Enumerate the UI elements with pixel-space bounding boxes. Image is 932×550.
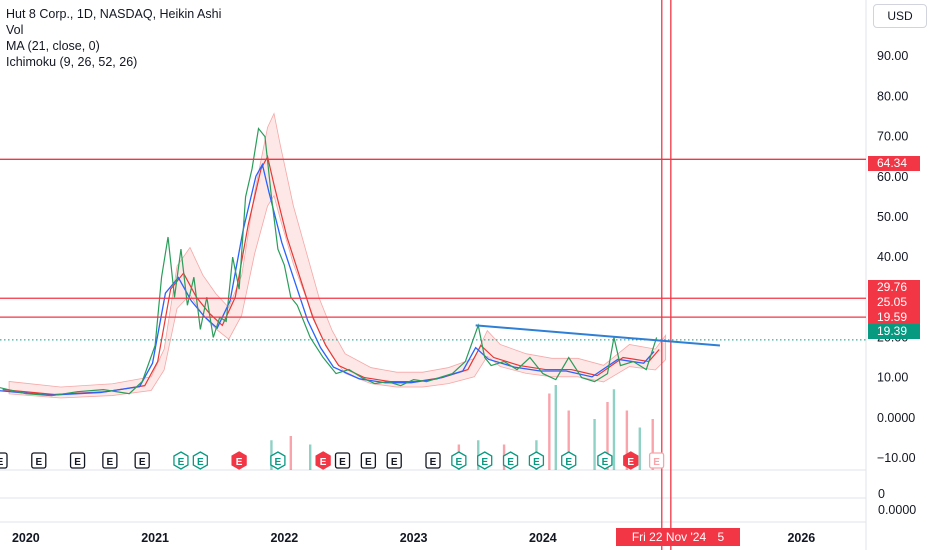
earnings-badge-label: E — [602, 457, 609, 468]
earnings-badge — [477, 451, 493, 470]
earnings-badge — [69, 452, 86, 469]
volume-tick-label: 0.0000 — [878, 503, 916, 517]
earnings-badge-label: E — [320, 457, 327, 468]
earnings-badge — [270, 451, 286, 470]
earnings-badge — [173, 451, 189, 470]
level-tag-64: 64.34 — [868, 156, 920, 171]
chart-legend: Hut 8 Corp., 1D, NASDAQ, Heikin Ashi Vol… — [6, 6, 221, 70]
price-series-line — [0, 127, 658, 397]
earnings-badge — [648, 452, 665, 469]
earnings-badge-label: E — [107, 457, 114, 468]
earnings-badge — [451, 451, 467, 470]
trend-line — [475, 324, 721, 347]
earnings-badge — [502, 451, 519, 470]
earnings-badge-label: E — [197, 457, 204, 468]
earnings-badge — [102, 452, 118, 469]
x-tick-label: 2020 — [12, 531, 40, 545]
earnings-badge-label: E — [481, 457, 488, 468]
volume-bar — [289, 436, 293, 470]
earnings-badge — [134, 452, 150, 469]
symbol-title[interactable]: Hut 8 Corp., 1D, NASDAQ, Heikin Ashi — [6, 7, 222, 21]
volume-bar — [567, 410, 570, 470]
ichimoku-cloud — [8, 112, 667, 399]
earnings-badge — [192, 451, 208, 470]
earnings-badge — [425, 452, 441, 469]
y-tick-label: 60.00 — [877, 170, 908, 184]
volume-tick-label: 0 — [878, 487, 885, 501]
earnings-badge — [561, 451, 577, 470]
ma-indicator-label[interactable]: MA (21, close, 0) — [6, 39, 100, 53]
earnings-badge-label: E — [35, 457, 42, 468]
earnings-badge-label: E — [430, 457, 437, 468]
earnings-badge — [0, 452, 8, 469]
currency-button[interactable]: USD — [873, 4, 927, 28]
earnings-badge-label: E — [365, 457, 372, 468]
volume-bar — [606, 402, 609, 470]
level-tag-25: 25.05 — [868, 295, 920, 310]
ichimoku-indicator-label[interactable]: Ichimoku (9, 26, 52, 26) — [6, 55, 138, 69]
earnings-markers: EEEEEEEEEEEEEEEEEEEEEE — [0, 451, 665, 470]
volume-bar — [309, 444, 312, 470]
crosshair-date-extra: 5 — [717, 530, 725, 544]
x-tick-label: 2026 — [787, 531, 815, 545]
volume-bar — [638, 427, 642, 470]
earnings-badge-label: E — [275, 457, 282, 468]
earnings-badge — [597, 451, 613, 470]
level-tag-29: 29.76 — [868, 280, 920, 295]
current-price-tag: 19.39 — [868, 324, 920, 339]
y-tick-label: 40.00 — [877, 250, 908, 264]
volume-indicator-label[interactable]: Vol — [6, 23, 24, 37]
earnings-badge — [231, 451, 247, 470]
earnings-badge — [315, 451, 331, 470]
y-tick-label: 70.00 — [877, 130, 908, 144]
volume-bar — [651, 419, 654, 470]
earnings-badge-label: E — [565, 457, 572, 468]
earnings-badge-label: E — [456, 457, 463, 468]
earnings-badge-label: E — [139, 457, 146, 468]
earnings-badge — [528, 451, 545, 470]
earnings-badge-label: E — [507, 457, 514, 468]
earnings-badge — [623, 451, 639, 470]
earnings-badge — [360, 452, 377, 469]
earnings-badge-label: E — [533, 457, 540, 468]
earnings-badge-label: E — [0, 457, 4, 468]
y-tick-label: −10.00 — [877, 451, 916, 465]
crosshair-date-label: Fri 22 Nov '24 5 — [616, 528, 740, 546]
earnings-badge-label: E — [236, 457, 243, 468]
earnings-badge — [31, 452, 47, 469]
y-tick-label: 50.00 — [877, 210, 908, 224]
x-tick-label: 2022 — [270, 531, 298, 545]
y-tick-label: 10.00 — [877, 371, 908, 385]
earnings-badge-label: E — [339, 457, 346, 468]
crosshair-date: Fri 22 Nov '24 — [631, 530, 707, 544]
x-tick-label: 2021 — [141, 531, 169, 545]
x-tick-label: 2023 — [400, 531, 428, 545]
volume-bar — [548, 393, 551, 470]
x-tick-label: 2024 — [529, 531, 557, 545]
earnings-badge-label: E — [653, 457, 660, 468]
volume-bar — [612, 389, 616, 470]
volume-bar — [625, 410, 629, 470]
y-tick-label: 0.0000 — [877, 411, 915, 425]
earnings-badge — [386, 452, 402, 469]
volume-bar — [554, 385, 557, 470]
earnings-badge-label: E — [627, 457, 634, 468]
earnings-badge-label: E — [178, 457, 185, 468]
y-tick-label: 80.00 — [877, 89, 908, 103]
volume-bar — [593, 419, 596, 470]
ma-blue-line — [0, 162, 655, 396]
earnings-badge-label: E — [74, 457, 81, 468]
earnings-badge — [334, 452, 351, 469]
level-tag-19: 19.59 — [868, 310, 920, 325]
y-tick-label: 90.00 — [877, 49, 908, 63]
earnings-badge-label: E — [391, 457, 398, 468]
